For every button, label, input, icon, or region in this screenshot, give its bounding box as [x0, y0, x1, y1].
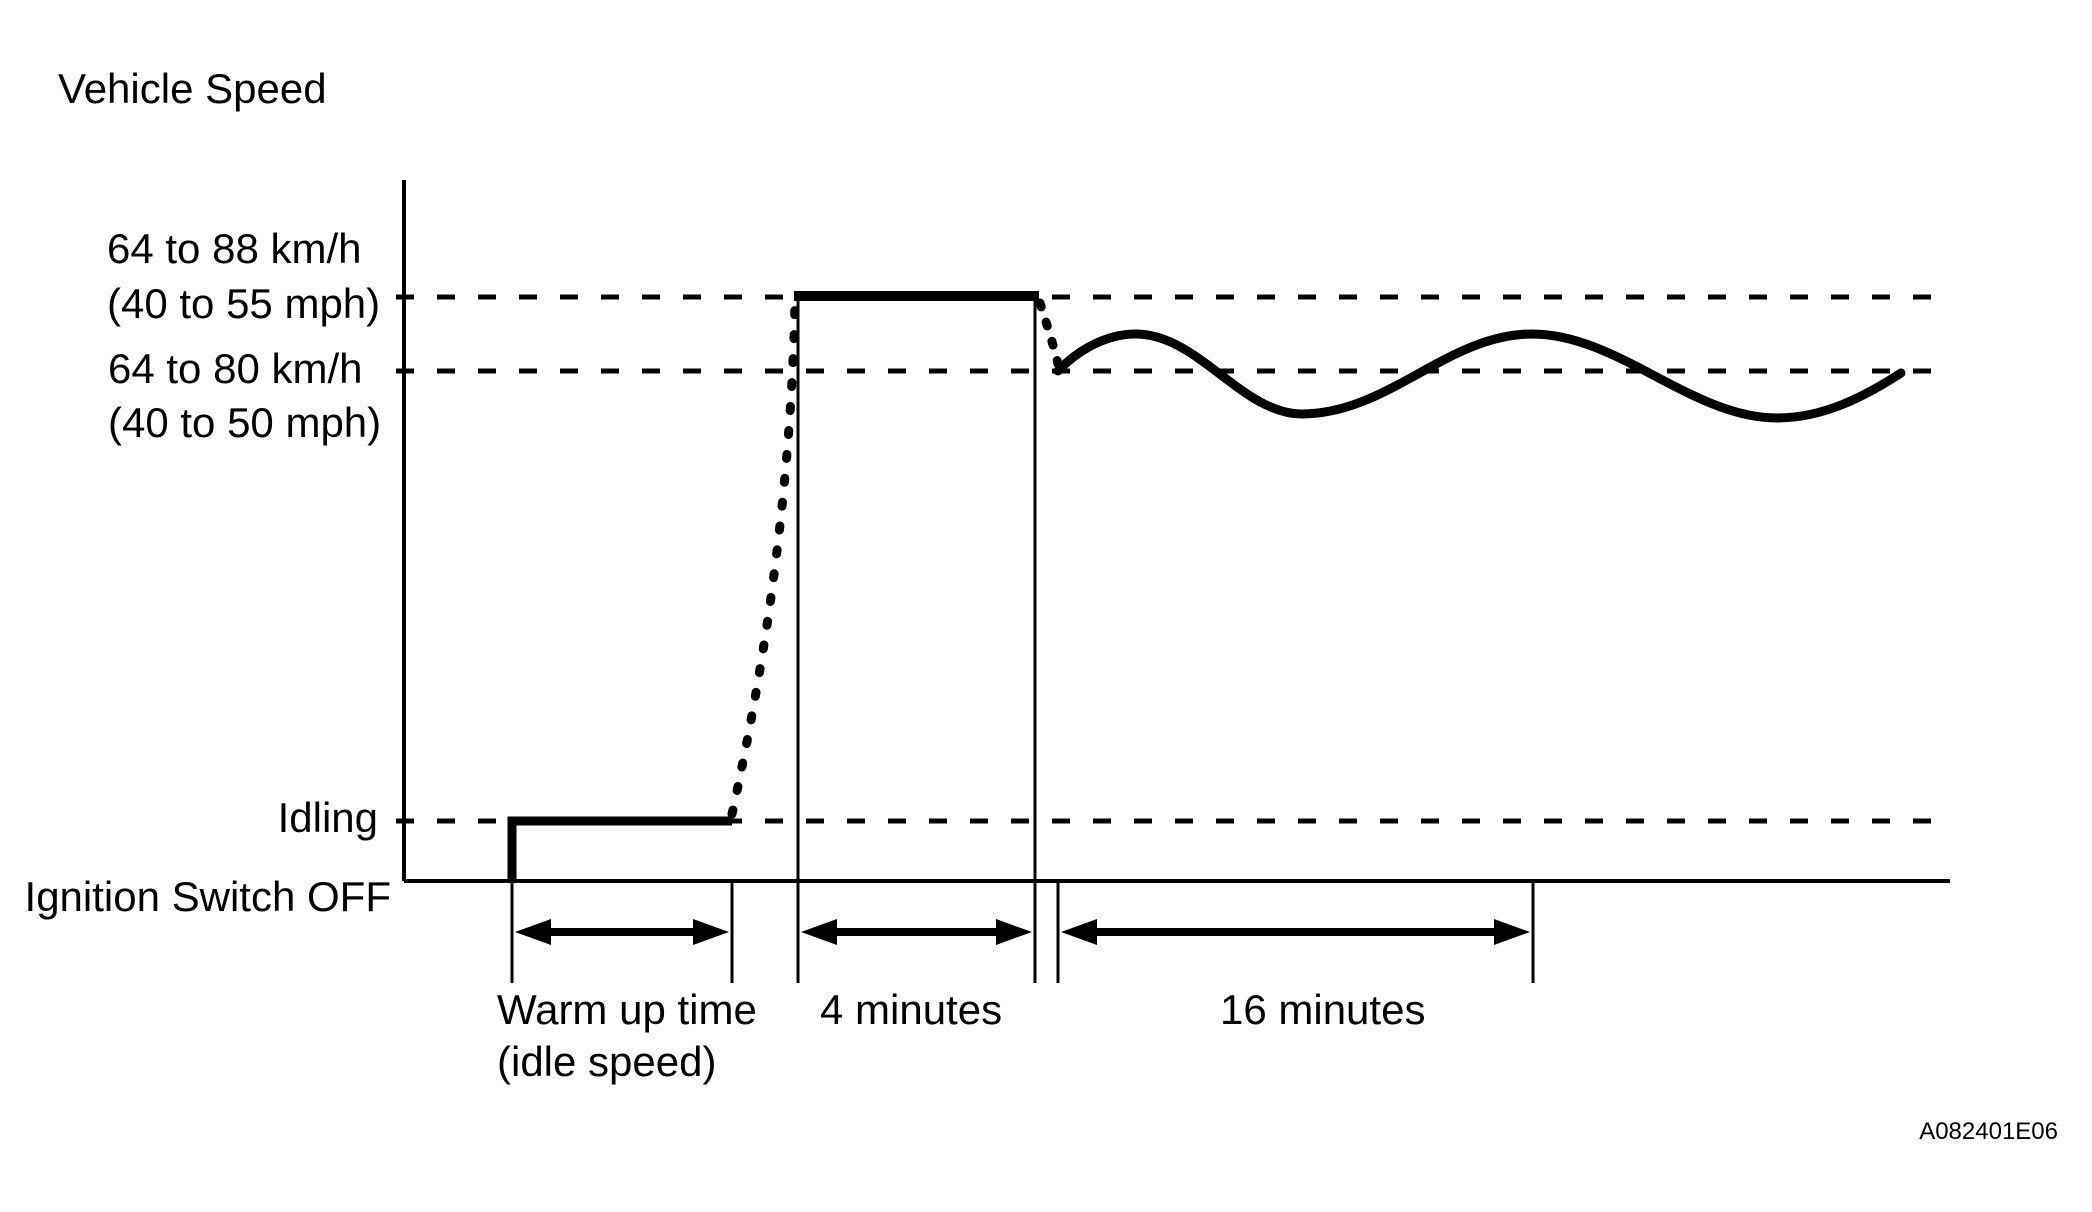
- y-label-ignition-off: Ignition Switch OFF: [25, 873, 391, 920]
- idle-step-line: [507, 816, 732, 881]
- y-label-40-55-mph: (40 to 55 mph): [107, 280, 380, 327]
- chart-title: Vehicle Speed: [58, 65, 327, 112]
- y-label-40-50-mph: (40 to 50 mph): [108, 399, 381, 446]
- warmup-label-line1: Warm up time: [497, 986, 757, 1033]
- four-minutes-label: 4 minutes: [820, 986, 1002, 1033]
- y-label-64-80-kmh: 64 to 80 km/h: [108, 345, 362, 392]
- warmup-arrow-left-head: [515, 919, 551, 945]
- acceleration-dotted-line: [727, 299, 800, 819]
- sixteen-min-arrow-left-head: [1061, 919, 1097, 945]
- y-label-idling: Idling: [278, 794, 378, 841]
- warmup-arrow-right-head: [693, 919, 729, 945]
- sixteen-minutes-label: 16 minutes: [1220, 986, 1425, 1033]
- sixteen-min-arrow-right-head: [1494, 919, 1530, 945]
- y-label-64-88-kmh: 64 to 88 km/h: [107, 225, 361, 272]
- figure-code: A082401E06: [1919, 1118, 2058, 1145]
- four-min-arrow-left-head: [801, 919, 837, 945]
- warmup-label-line2: (idle speed): [497, 1038, 716, 1085]
- four-min-arrow-right-head: [996, 919, 1032, 945]
- deceleration-dotted-line: [1035, 298, 1063, 369]
- cruise-wavy-line: [1053, 329, 1906, 423]
